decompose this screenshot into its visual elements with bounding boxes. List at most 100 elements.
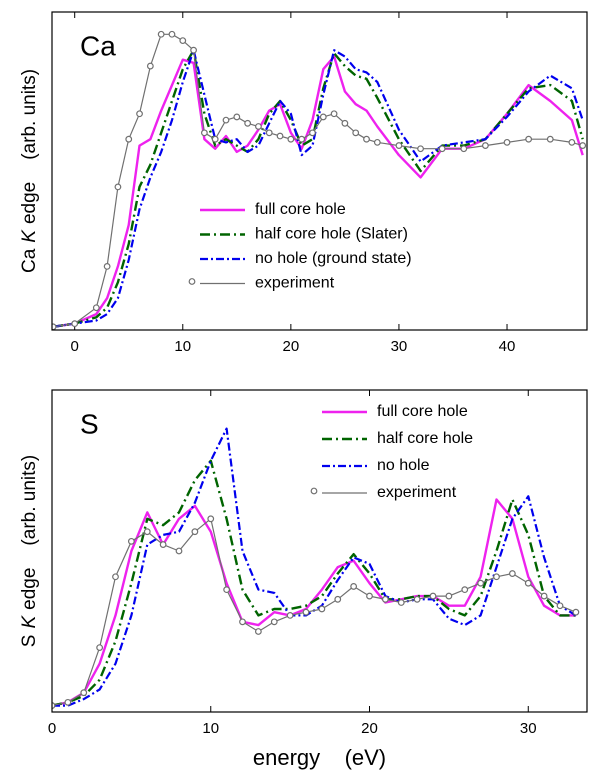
legend-item: experiment xyxy=(188,275,335,292)
data-point xyxy=(200,129,208,137)
legend-marker xyxy=(188,278,196,285)
data-point xyxy=(223,586,231,594)
series-line xyxy=(52,498,576,707)
data-point xyxy=(438,145,446,153)
legend-label: experiment xyxy=(377,484,457,501)
data-point xyxy=(80,689,88,697)
series-line xyxy=(52,49,584,328)
data-point xyxy=(298,135,306,143)
y-label-part: S xyxy=(19,635,40,648)
y-label-part: K xyxy=(19,615,40,629)
x-tick-label: 10 xyxy=(174,338,191,355)
y-label-part: edge xyxy=(19,568,40,610)
data-point xyxy=(92,304,100,312)
series-line xyxy=(52,427,577,707)
data-point xyxy=(395,142,403,149)
series xyxy=(52,427,577,707)
data-point xyxy=(239,618,246,626)
data-point xyxy=(330,110,338,118)
data-point xyxy=(413,595,421,603)
data-point xyxy=(302,608,310,616)
legend-label: experiment xyxy=(255,275,335,292)
data-point xyxy=(211,135,219,143)
data-point xyxy=(265,129,273,137)
data-point xyxy=(233,113,241,121)
data-point xyxy=(276,132,284,140)
data-point xyxy=(341,119,349,127)
data-point xyxy=(460,145,468,153)
data-point xyxy=(309,129,316,137)
series xyxy=(52,515,580,709)
data-point xyxy=(96,644,104,651)
x-tick-label: 30 xyxy=(391,338,408,355)
data-point xyxy=(255,123,262,130)
plot-frame xyxy=(51,11,588,331)
data-point xyxy=(112,573,119,581)
data-point xyxy=(71,320,79,328)
legend-label: full core hole xyxy=(255,201,346,218)
data-point xyxy=(579,142,587,149)
legend-label: no hole (ground state) xyxy=(255,250,412,267)
data-point xyxy=(125,135,133,143)
data-point xyxy=(572,608,580,616)
data-point xyxy=(146,62,154,70)
legend-item: full core hole xyxy=(200,201,346,218)
series-line xyxy=(52,518,577,707)
legend-item: experiment xyxy=(310,484,457,501)
panel-label: S xyxy=(80,408,99,439)
data-point xyxy=(417,145,424,153)
legend-item: half core hole (Slater) xyxy=(200,226,408,243)
data-point xyxy=(103,263,111,270)
data-point xyxy=(508,570,516,577)
data-point xyxy=(352,129,360,137)
data-point xyxy=(397,599,405,606)
legend-item: half core hole xyxy=(322,430,473,447)
data-point xyxy=(477,579,485,587)
legend-label: no hole xyxy=(377,457,430,474)
x-tick-label: 40 xyxy=(499,338,516,355)
data-point xyxy=(350,583,358,590)
legend-marker xyxy=(310,487,318,495)
panel-label: Ca xyxy=(80,30,116,61)
data-point xyxy=(179,37,187,45)
y-label-part: Ca xyxy=(19,248,40,273)
data-point xyxy=(64,698,72,706)
data-point xyxy=(429,592,437,600)
legend-label: half core hole (Slater) xyxy=(255,226,408,243)
series xyxy=(52,49,584,328)
x-tick-label: 0 xyxy=(71,338,79,355)
data-point xyxy=(493,573,500,581)
data-point xyxy=(191,528,199,536)
series xyxy=(52,30,587,330)
legend-item: no hole xyxy=(322,457,430,474)
y-label-part: (arb. units) xyxy=(19,69,40,160)
data-point xyxy=(222,116,230,124)
data-point xyxy=(136,110,143,118)
y-label-part: K xyxy=(19,229,40,243)
x-tick-label: 30 xyxy=(520,720,537,737)
data-point xyxy=(373,138,381,146)
y-axis-label: Ca Kedge (arb. units) xyxy=(19,69,40,273)
data-point xyxy=(168,30,176,38)
data-point xyxy=(159,541,167,548)
series-line xyxy=(52,459,576,707)
data-point xyxy=(270,618,278,626)
data-point xyxy=(461,586,469,594)
data-point xyxy=(207,515,215,523)
legend-label: half core hole xyxy=(377,430,473,447)
data-point xyxy=(524,579,532,587)
data-point xyxy=(366,592,373,600)
series xyxy=(52,498,576,707)
data-point xyxy=(244,119,252,127)
data-point xyxy=(175,547,183,555)
x-tick-label: 20 xyxy=(283,338,300,355)
data-point xyxy=(334,595,342,603)
x-tick-label: 0 xyxy=(48,720,56,737)
data-point xyxy=(287,135,295,143)
y-label-part: edge xyxy=(19,182,40,224)
data-point xyxy=(381,595,389,603)
data-point xyxy=(319,113,327,121)
data-point xyxy=(546,135,554,143)
x-axis-label: energy (eV) xyxy=(253,745,386,770)
series xyxy=(52,459,576,707)
